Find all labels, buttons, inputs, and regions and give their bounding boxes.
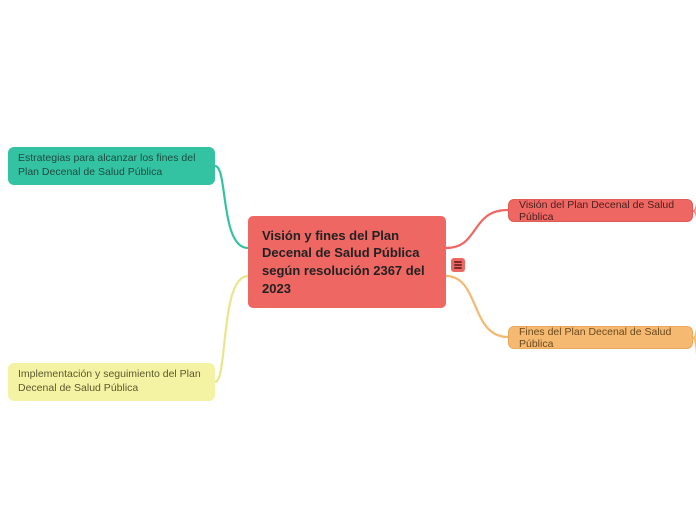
node-fines[interactable]: Fines del Plan Decenal de Salud Pública: [508, 326, 693, 349]
mindmap-canvas: Visión y fines del Plan Decenal de Salud…: [0, 0, 696, 520]
node-implementacion-label: Implementación y seguimiento del Plan De…: [18, 368, 205, 395]
notes-icon-glyph: [454, 264, 462, 266]
node-estrategias-label: Estrategias para alcanzar los fines del …: [18, 152, 205, 179]
center-node[interactable]: Visión y fines del Plan Decenal de Salud…: [248, 216, 446, 308]
node-implementacion[interactable]: Implementación y seguimiento del Plan De…: [8, 363, 215, 401]
node-vision-label: Visión del Plan Decenal de Salud Pública: [519, 199, 682, 223]
edge-fines: [446, 276, 508, 337]
edge-estrategias: [215, 166, 248, 248]
edge-implementacion: [215, 276, 248, 382]
node-fines-label: Fines del Plan Decenal de Salud Pública: [519, 326, 682, 350]
center-node-label: Visión y fines del Plan Decenal de Salud…: [262, 227, 432, 297]
node-estrategias[interactable]: Estrategias para alcanzar los fines del …: [8, 147, 215, 185]
node-vision[interactable]: Visión del Plan Decenal de Salud Pública: [508, 199, 693, 222]
edge-vision: [446, 210, 508, 248]
notes-icon[interactable]: [451, 258, 465, 272]
